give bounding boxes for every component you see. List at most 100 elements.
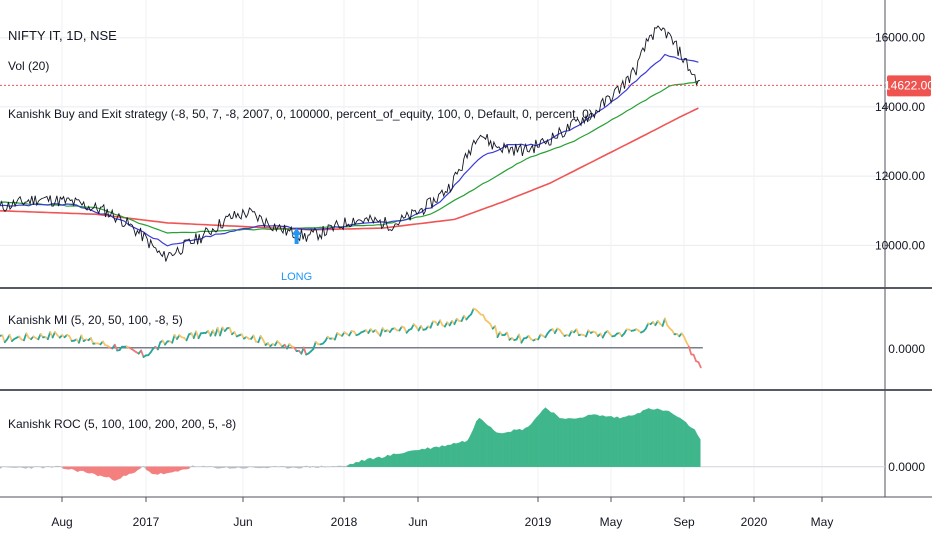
roc-bar <box>548 409 552 467</box>
ema-slow-path <box>0 107 699 231</box>
roc-bar <box>467 434 471 467</box>
roc-bar <box>103 466 107 478</box>
time-tick-label: May <box>600 515 623 529</box>
mi-segment <box>494 325 499 339</box>
mi-line <box>0 307 702 369</box>
roc-bar <box>682 419 687 467</box>
mi-segment <box>23 332 28 342</box>
mi-segment <box>185 333 190 342</box>
roc-bar <box>602 415 606 467</box>
roc-bar <box>651 409 655 467</box>
roc-bar <box>522 427 526 467</box>
roc-axis[interactable]: 0.0000 <box>888 460 925 474</box>
strategy-legend[interactable]: Kanishk Buy and Exit strategy (-8, 50, 7… <box>8 107 593 121</box>
roc-bar <box>384 454 388 467</box>
symbol-title[interactable]: NIFTY IT, 1D, NSE <box>8 28 117 43</box>
roc-bar <box>599 415 603 467</box>
roc-bar <box>430 447 434 467</box>
roc-bar <box>174 466 179 472</box>
roc-bar <box>393 453 397 467</box>
roc-bar <box>637 412 641 467</box>
roc-bar <box>565 418 569 467</box>
roc-bar <box>519 428 523 467</box>
mi-segment <box>687 345 693 356</box>
roc-bar <box>482 419 486 467</box>
price-axis[interactable]: 16000.00 14000.00 12000.00 10000.00 <box>875 31 925 253</box>
roc-pane-title[interactable]: Kanishk ROC (5, 100, 100, 200, 200, 5, -… <box>8 417 236 431</box>
mi-axis[interactable]: 0.0000 <box>888 342 925 356</box>
roc-bar <box>691 427 695 467</box>
long-arrow-icon <box>291 228 302 244</box>
roc-bar <box>680 417 684 467</box>
roc-bar <box>585 414 589 467</box>
roc-bar <box>499 432 503 467</box>
price-line <box>0 25 701 262</box>
roc-bar <box>576 417 580 467</box>
roc-bar <box>525 426 529 467</box>
roc-bar <box>659 409 664 467</box>
roc-bar <box>622 416 626 467</box>
time-tick-label: Aug <box>51 515 72 529</box>
roc-bar <box>545 407 549 467</box>
roc-bar <box>616 416 621 467</box>
mi-segment <box>506 331 511 341</box>
roc-bar <box>490 426 494 467</box>
roc-bar <box>240 466 245 469</box>
volume-legend[interactable]: Vol (20) <box>8 59 49 73</box>
current-price-tag: 14622.00 <box>884 75 932 97</box>
price-tick-label: 16000.00 <box>875 31 925 45</box>
mi-segment <box>683 335 688 344</box>
roc-bar <box>407 450 411 467</box>
roc-bar <box>634 413 638 467</box>
roc-bar <box>349 463 354 467</box>
mi-segment <box>482 314 487 321</box>
roc-bar <box>404 451 408 467</box>
roc-bar <box>258 466 262 469</box>
roc-bar <box>674 414 678 467</box>
time-tick-label: Jun <box>233 515 252 529</box>
roc-bar <box>131 466 136 474</box>
mi-segment <box>262 338 267 346</box>
ema-slow-line <box>0 107 699 231</box>
roc-bar <box>493 429 497 467</box>
mi-segment <box>80 334 85 343</box>
price-pane[interactable]: LONG <box>0 25 885 283</box>
roc-bar <box>355 462 359 467</box>
roc-bar <box>588 414 592 467</box>
mi-pane-title[interactable]: Kanishk MI (5, 20, 50, 100, -8, 5) <box>8 313 183 327</box>
mi-segment <box>692 353 697 362</box>
roc-bar <box>372 457 377 467</box>
roc-bar <box>665 410 669 467</box>
roc-bar <box>413 450 417 467</box>
roc-bar <box>367 457 371 467</box>
roc-bar <box>496 432 500 467</box>
roc-bar <box>559 418 563 467</box>
roc-bar <box>530 419 535 467</box>
roc-bar <box>128 466 133 474</box>
roc-bar <box>68 466 72 470</box>
roc-bar <box>473 421 477 467</box>
roc-bar <box>631 414 635 467</box>
time-tick-label: May <box>811 515 834 529</box>
mi-segment <box>429 320 434 329</box>
roc-bar <box>625 415 629 467</box>
roc-pane[interactable] <box>0 407 885 481</box>
roc-bar <box>105 466 110 478</box>
mi-segment <box>585 329 590 338</box>
roc-bar <box>697 434 701 467</box>
roc-bar <box>648 408 652 467</box>
time-axis[interactable]: Aug 2017 Jun 2018 Jun 2019 May Sep 2020 May <box>51 497 833 529</box>
roc-bar <box>513 429 517 467</box>
current-price-tag-bg <box>887 75 931 97</box>
mi-segment <box>113 343 119 352</box>
mi-pane[interactable] <box>0 307 703 369</box>
mi-segment <box>228 326 233 336</box>
mi-segment <box>312 341 317 350</box>
roc-bar <box>642 409 647 467</box>
roc-bar <box>395 453 400 467</box>
roc-bar <box>8 466 12 468</box>
time-tick-label: Jun <box>408 515 427 529</box>
roc-bar <box>502 432 506 467</box>
mi-segment <box>575 328 580 337</box>
